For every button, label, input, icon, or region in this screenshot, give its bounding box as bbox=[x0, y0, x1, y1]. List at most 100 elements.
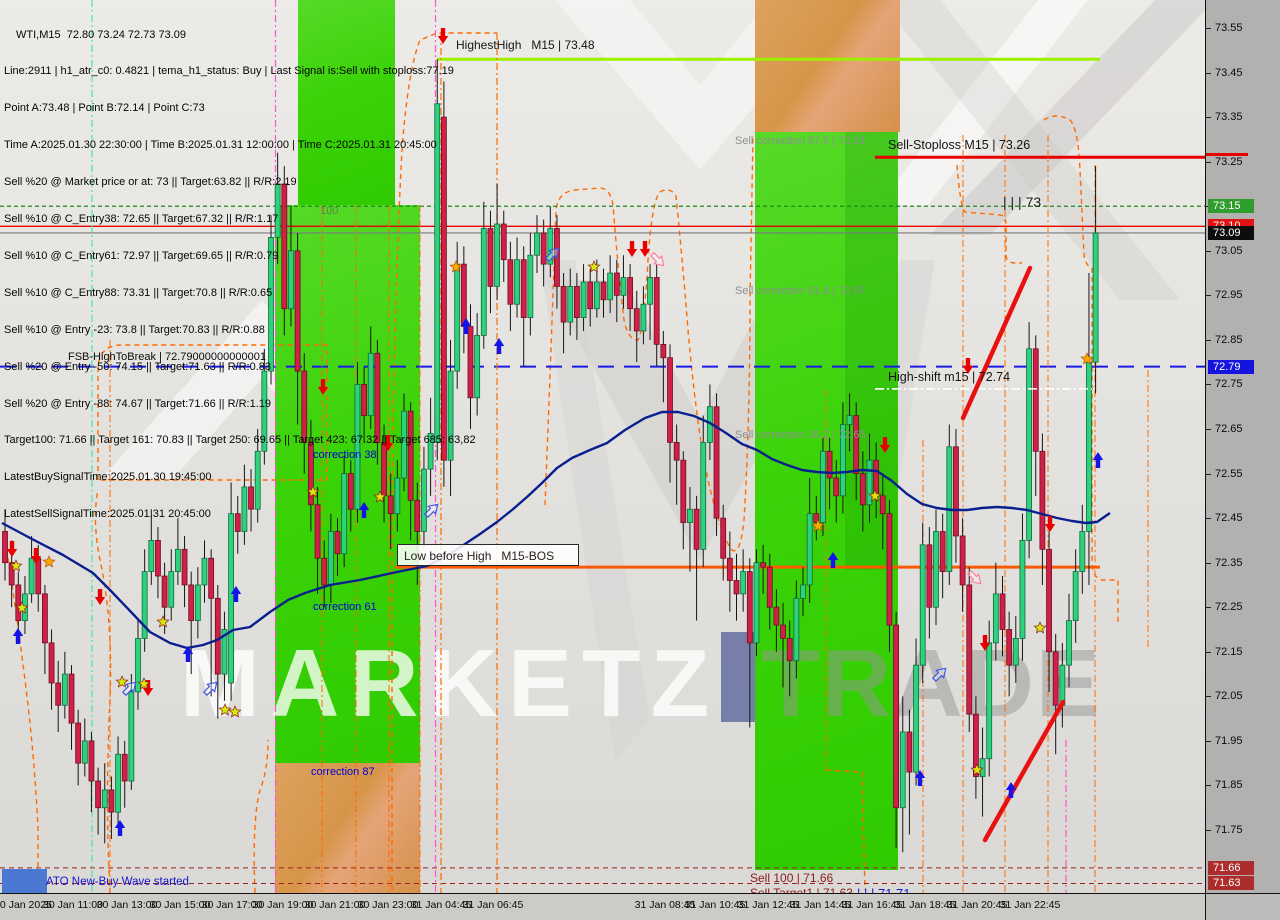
price-tick-label: 72.25 bbox=[1215, 601, 1243, 614]
projection-dashed-path bbox=[1043, 115, 1119, 625]
candle-body bbox=[155, 539, 161, 577]
correction-zone-orange bbox=[755, 0, 900, 132]
candle-body bbox=[1026, 348, 1032, 541]
hollow-up-arrow-icon bbox=[544, 247, 560, 263]
candle-body bbox=[201, 557, 208, 586]
candle-body bbox=[780, 624, 786, 639]
time-tick-label: 30 Jan 21:00 bbox=[304, 899, 366, 911]
candle-body bbox=[334, 531, 341, 555]
buy-signal-arrow-icon bbox=[358, 502, 370, 518]
candle-body bbox=[500, 223, 507, 261]
sell-signal-arrow-icon bbox=[626, 241, 638, 257]
candle-body bbox=[1012, 638, 1019, 666]
star-signal-icon bbox=[9, 559, 23, 572]
price-tick bbox=[1206, 117, 1211, 119]
sell-signal-arrow-icon bbox=[1044, 516, 1056, 532]
candle-body bbox=[986, 642, 993, 760]
candle-body bbox=[766, 566, 773, 608]
price-tick bbox=[1206, 785, 1211, 787]
candle-body bbox=[520, 259, 527, 319]
projection-dashed-path bbox=[97, 344, 328, 481]
projection-dashed-path bbox=[391, 32, 497, 890]
price-tick bbox=[1206, 651, 1211, 653]
star-signal-icon bbox=[868, 489, 882, 502]
candle-body bbox=[913, 664, 919, 773]
time-tick-label: 30 Jan 11:00 bbox=[43, 899, 103, 911]
candle-body bbox=[660, 343, 667, 359]
time-tick-label: 31 Jan 16:45 bbox=[841, 899, 903, 911]
chart-plot-area[interactable]: MARKETZ TRADE WTI,M15 72.80 73.24 72.73 7… bbox=[0, 0, 1205, 893]
candle-body bbox=[893, 624, 899, 809]
price-tick-label: 72.55 bbox=[1215, 467, 1243, 480]
candle-body bbox=[81, 740, 88, 764]
star-signal-icon bbox=[15, 601, 29, 614]
price-tick bbox=[1206, 250, 1211, 252]
candle-body bbox=[241, 486, 248, 532]
price-tick bbox=[1206, 473, 1211, 475]
time-tick-label: 30 Jan 19:00 bbox=[252, 899, 314, 911]
buy-signal-arrow-icon bbox=[12, 628, 24, 644]
candle-body bbox=[773, 606, 780, 626]
candle-body bbox=[15, 584, 22, 621]
info-line: WTI,M15 72.80 73.24 72.73 73.09 bbox=[16, 28, 187, 41]
candle-body bbox=[753, 562, 760, 644]
price-tick-label: 72.85 bbox=[1215, 333, 1243, 346]
price-tick-label: 73.55 bbox=[1215, 22, 1243, 34]
buy-signal-arrow-icon bbox=[460, 318, 472, 334]
price-axis[interactable]: 73.55 73.45 73.35 73.25 73.15 73.05 72.95 72.85… bbox=[1205, 0, 1280, 893]
candle-body bbox=[101, 789, 108, 809]
star-signal-icon bbox=[218, 703, 232, 716]
candle-body bbox=[407, 410, 414, 501]
candle-body bbox=[906, 731, 913, 773]
time-tick-label: 30 Jan 23:00 bbox=[357, 899, 419, 911]
candle-body bbox=[653, 277, 660, 345]
price-tick bbox=[1206, 161, 1211, 163]
candlestick-chart-canvas[interactable] bbox=[0, 0, 1205, 893]
time-tick-label: 30 Jan 15:00 bbox=[149, 899, 211, 911]
candle-body bbox=[673, 441, 680, 461]
sell-signal-arrow-icon bbox=[879, 437, 891, 453]
star-signal-icon bbox=[970, 763, 984, 776]
price-badge-71.66: 71.66 bbox=[1208, 860, 1254, 875]
candle-body bbox=[268, 237, 274, 372]
hollow-up-arrow-icon bbox=[931, 667, 947, 683]
candle-body bbox=[999, 593, 1006, 630]
candle-body bbox=[1092, 232, 1099, 363]
candle-body bbox=[35, 557, 42, 595]
candle-body bbox=[261, 370, 268, 452]
candle-body bbox=[234, 513, 241, 532]
price-tick-label: 72.35 bbox=[1215, 556, 1243, 569]
star-signal-icon bbox=[373, 490, 387, 503]
candle-body bbox=[866, 459, 873, 506]
price-tick-label: 73.05 bbox=[1215, 244, 1243, 257]
candle-body bbox=[1039, 450, 1046, 550]
hollow-up-arrow-icon bbox=[423, 503, 439, 519]
candle-body bbox=[141, 571, 148, 639]
candle-body bbox=[188, 584, 195, 621]
candle-body bbox=[939, 531, 946, 572]
candle-body bbox=[2, 531, 8, 564]
candle-body bbox=[48, 642, 55, 684]
candle-body bbox=[387, 495, 394, 515]
candle-body bbox=[933, 531, 939, 608]
info-line: LatestBuySignalTime:2025.01.30 19:45:00 bbox=[4, 471, 212, 484]
candle-body bbox=[421, 468, 427, 532]
candle-body bbox=[341, 473, 348, 555]
star-signal-icon bbox=[115, 675, 129, 688]
info-line: LatestSellSignalTime:2025.01.31 20:45:00 bbox=[4, 508, 211, 521]
candle-body bbox=[42, 593, 48, 644]
candle-body bbox=[647, 277, 653, 305]
info-line: Sell %20 @ Market price or at: 73 || Tar… bbox=[4, 176, 297, 189]
sell-signal-arrow-icon bbox=[6, 541, 18, 557]
candle-body bbox=[547, 228, 554, 265]
candle-body bbox=[700, 441, 707, 550]
candle-body bbox=[959, 535, 966, 586]
candle-body bbox=[274, 183, 281, 238]
candle-body bbox=[168, 571, 175, 608]
candle-body bbox=[1019, 539, 1026, 639]
axis-corner bbox=[1205, 893, 1280, 920]
candle-body bbox=[680, 459, 687, 523]
candle-body bbox=[560, 286, 567, 323]
price-tick-label: 71.75 bbox=[1215, 824, 1243, 836]
